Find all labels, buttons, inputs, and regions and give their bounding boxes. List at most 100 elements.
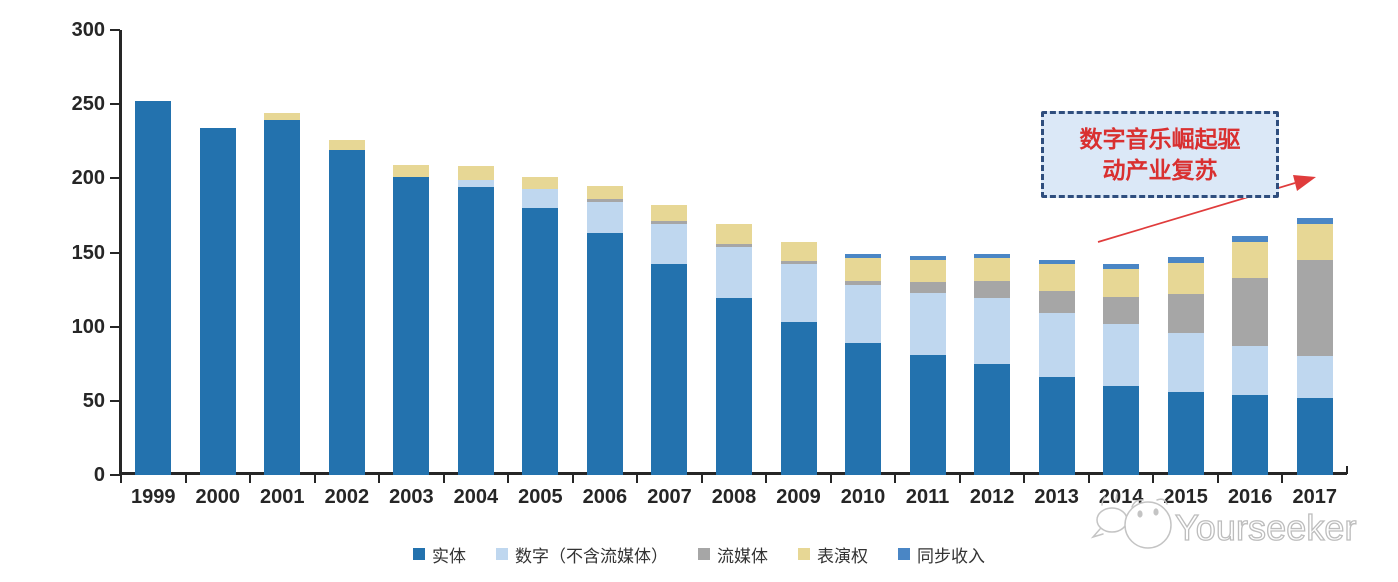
bar-segment — [909, 354, 946, 475]
bar-2009 — [780, 242, 817, 475]
x-axis-label: 2009 — [776, 486, 821, 508]
bar-2003 — [393, 165, 430, 475]
bar-2015 — [1167, 256, 1204, 475]
bar-segment — [780, 261, 817, 265]
y-axis-tick — [110, 399, 120, 402]
y-axis-tick — [110, 29, 120, 31]
bar-segment — [780, 322, 817, 475]
bar-2006 — [586, 185, 623, 475]
bar-segment — [1167, 332, 1204, 392]
x-axis-tick — [507, 475, 510, 483]
legend-label: 同步收入 — [917, 546, 985, 566]
legend-label: 表演权 — [817, 546, 868, 566]
x-axis-label: 2012 — [969, 486, 1015, 508]
annotation-line-1: 数字音乐崛起驱 — [1079, 125, 1241, 152]
bar-segment — [586, 199, 623, 203]
bar-segment — [1103, 323, 1140, 386]
bar-segment — [1232, 242, 1269, 278]
bar-segment — [457, 166, 494, 180]
bar-segment — [845, 258, 882, 281]
bar-segment — [716, 246, 752, 299]
bar-segment — [974, 254, 1011, 259]
bar-segment — [974, 280, 1011, 299]
legend-item: 数字（不含流媒体） — [496, 542, 668, 567]
x-axis-tick — [1087, 475, 1090, 483]
bar-2002 — [328, 139, 365, 475]
x-axis-tick — [442, 475, 445, 483]
bar-segment — [457, 179, 494, 188]
legend-label: 数字（不含流媒体） — [515, 546, 668, 566]
bar-segment — [1167, 294, 1204, 333]
y-axis-label: 100 — [71, 315, 105, 338]
bar-segment — [845, 280, 882, 286]
x-axis-tick — [571, 475, 574, 483]
bar-segment — [651, 221, 688, 225]
bar-segment — [264, 113, 301, 121]
bar-segment — [1232, 236, 1269, 243]
y-axis-tick — [110, 177, 120, 180]
x-axis-label: 2008 — [711, 486, 757, 508]
legend-item: 同步收入 — [898, 542, 985, 567]
bar-segment — [716, 298, 752, 475]
bar-segment — [780, 242, 817, 262]
bar-2013 — [1038, 259, 1075, 475]
bar-segment — [1103, 264, 1140, 269]
bar-segment — [1038, 313, 1075, 378]
x-axis-label: 2011 — [905, 486, 950, 508]
x-axis-tick — [1346, 466, 1348, 474]
bar-segment — [393, 176, 430, 475]
bar-segment — [1296, 224, 1333, 260]
x-axis-tick — [378, 475, 381, 483]
bar-2017 — [1296, 218, 1333, 475]
y-axis-label: 250 — [71, 93, 105, 116]
bar-segment — [264, 120, 301, 475]
bar-segment — [522, 176, 559, 189]
bar-segment — [1296, 356, 1333, 398]
legend-swatch — [898, 548, 910, 560]
bar-segment — [457, 187, 494, 475]
x-axis-tick — [1281, 475, 1284, 483]
bar-2004 — [457, 166, 494, 475]
bar-segment — [393, 165, 430, 177]
x-axis-tick — [894, 475, 897, 483]
legend-swatch — [798, 548, 810, 560]
bar-segment — [586, 185, 623, 200]
bar-segment — [651, 205, 688, 222]
bar-segment — [909, 259, 946, 283]
legend-item: 实体 — [413, 542, 466, 567]
x-axis-label: 1999 — [131, 486, 176, 508]
x-axis-label: 2003 — [389, 486, 434, 508]
x-axis-label: 2017 — [1292, 486, 1337, 508]
bar-segment — [780, 264, 817, 323]
bar-segment — [974, 258, 1011, 281]
bar-2007 — [651, 205, 688, 475]
y-axis-label: 200 — [71, 167, 105, 190]
bar-2005 — [522, 176, 559, 475]
bar-segment — [974, 298, 1011, 364]
x-axis-tick — [829, 475, 832, 483]
bar-segment — [1296, 218, 1333, 225]
bar-2016 — [1232, 236, 1269, 475]
bar-2010 — [845, 254, 882, 475]
bar-2008 — [716, 224, 752, 475]
bar-segment — [328, 139, 365, 151]
x-axis-tick — [313, 475, 316, 483]
bar-segment — [1296, 397, 1333, 475]
x-axis-tick — [120, 475, 122, 483]
bar-segment — [1038, 259, 1075, 265]
x-axis-tick — [249, 475, 252, 483]
bar-2014 — [1103, 264, 1140, 475]
bar-segment — [651, 224, 688, 265]
legend-swatch — [698, 548, 710, 560]
legend-label: 流媒体 — [717, 546, 768, 566]
bar-segment — [1103, 386, 1140, 475]
bar-segment — [199, 127, 236, 475]
bar-segment — [1232, 277, 1269, 346]
bar-segment — [522, 208, 559, 475]
bar-segment — [845, 342, 882, 475]
y-axis-tick — [110, 325, 120, 328]
x-axis-tick — [1152, 475, 1155, 483]
bar-segment — [845, 254, 882, 259]
x-axis-tick — [958, 475, 961, 483]
